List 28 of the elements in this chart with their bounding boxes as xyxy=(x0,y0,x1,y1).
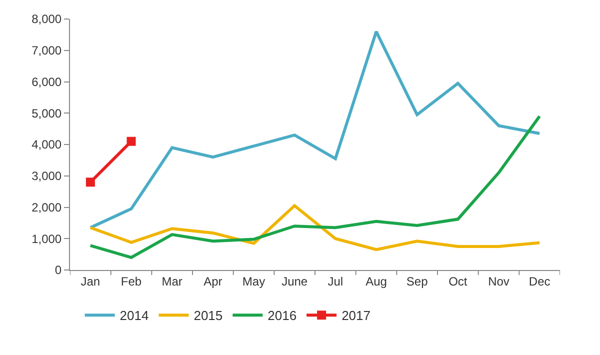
x-tick-label: Dec xyxy=(528,274,550,288)
x-tick-label: May xyxy=(242,274,266,288)
legend-label: 2017 xyxy=(342,308,370,324)
y-tick-label: 6,000 xyxy=(32,74,62,89)
y-tick-label: 1,000 xyxy=(32,232,62,246)
y-tick-label: 7,000 xyxy=(32,44,62,58)
x-tick-label: Jul xyxy=(328,274,344,288)
x-tick-label: Apr xyxy=(204,274,222,288)
y-tick-label: 8,000 xyxy=(32,12,62,26)
legend-label: 2015 xyxy=(194,308,223,324)
x-tick-label: Nov xyxy=(488,274,510,288)
line-series xyxy=(88,114,542,259)
line-series xyxy=(88,30,542,230)
legend-label: 2014 xyxy=(120,308,149,324)
y-tick-label: 2,000 xyxy=(32,200,62,214)
x-tick-label: Feb xyxy=(120,274,142,288)
x-tick-label: Aug xyxy=(366,274,387,288)
y-tick-label: 5,000 xyxy=(32,106,62,120)
y-tick-label: 4,000 xyxy=(32,138,62,152)
x-tick-label: Oct xyxy=(448,274,468,288)
x-tick-label: Mar xyxy=(162,274,182,288)
x-tick-label: Jan xyxy=(80,274,100,288)
x-tick-label: Sep xyxy=(406,274,428,288)
x-tick-label: June xyxy=(282,274,308,288)
y-tick-label: 0 xyxy=(54,263,62,278)
legend-label: 2016 xyxy=(268,308,297,324)
y-tick-label: 3,000 xyxy=(32,169,62,184)
line-series xyxy=(88,204,542,252)
